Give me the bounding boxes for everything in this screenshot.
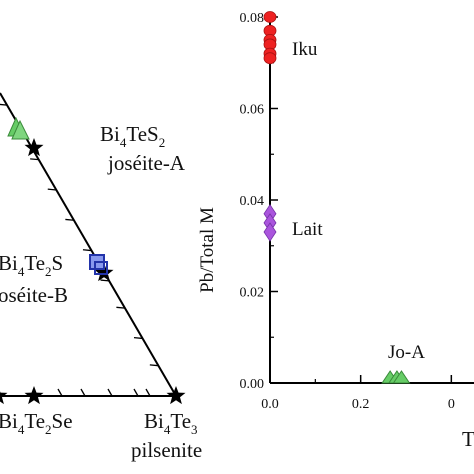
label-pilsenite: pilsenite	[131, 438, 202, 462]
x-tick-label: 0.0	[261, 397, 279, 412]
ternary-tick	[82, 249, 92, 252]
label-joseite-b: oséite-B	[0, 283, 68, 307]
data-point-jo-a	[392, 370, 411, 384]
data-point-iku	[263, 52, 277, 65]
josite-a-green-triangle	[11, 119, 30, 140]
ternary-tick	[80, 388, 86, 397]
x-tick-label: 0.2	[352, 397, 370, 412]
series-label-lait: Lait	[292, 219, 323, 240]
ternary-tick	[65, 218, 74, 221]
x-tick-label: 0	[448, 397, 455, 412]
ternary-tick	[47, 188, 57, 191]
ternary-star-markers	[0, 138, 186, 405]
y-tick-label: 0.00	[240, 377, 265, 392]
y-tick-label: 0.04	[240, 194, 265, 209]
y-tick-label: 0.06	[240, 103, 265, 118]
label-bi4te2se: Bi4Te2Se	[0, 409, 73, 437]
y-axis-ticks: 0.00 0.02 0.04 0.06 0.08	[240, 11, 278, 392]
x-axis-label: T	[462, 427, 474, 451]
ternary-right-edge	[0, 92, 177, 397]
mineral-star	[166, 386, 186, 405]
label-bi4tes2: Bi4TeS2	[100, 122, 165, 150]
ternary-tick	[57, 388, 63, 397]
x-axis-ticks: 0.0 0.2 0	[261, 375, 455, 412]
scatter-plot: Pb/Total M T 0.00 0.02 0.04 0.06 0.08 0.0 0.2…	[197, 11, 474, 451]
mineral-star	[24, 386, 44, 405]
label-bi4te3: Bi4Te3	[144, 409, 198, 437]
ternary-tick	[145, 388, 151, 397]
data-point-iku	[263, 11, 277, 23]
mineral-star	[24, 138, 44, 157]
data-point-lait	[263, 222, 277, 242]
label-bi4te2s: Bi4Te2S	[0, 251, 63, 279]
mineral-star	[0, 391, 8, 405]
ternary-tick	[0, 103, 8, 106]
ternary-tick	[116, 306, 126, 309]
ternary-tick	[30, 158, 39, 161]
data-points	[263, 11, 411, 384]
ternary-tick	[133, 336, 143, 340]
mineral-star	[94, 263, 114, 282]
ternary-tick	[133, 388, 139, 397]
ternary-tick	[100, 279, 110, 282]
series-label-iku: Iku	[292, 39, 318, 60]
ternary-tick	[149, 364, 159, 367]
ternary-diagram: Bi4TeS2 joséite-A Bi4Te2S oséite-B Bi4Te…	[0, 92, 202, 462]
ternary-tick-marks	[0, 103, 159, 397]
ternary-tick	[107, 388, 113, 397]
y-tick-label: 0.02	[240, 286, 265, 301]
joseite-b-blue-square	[94, 261, 108, 275]
y-tick-label: 0.08	[240, 11, 265, 26]
series-label-jo-a: Jo-A	[388, 342, 425, 363]
y-axis-label: Pb/Total M	[197, 207, 218, 293]
label-joseite-a: joséite-A	[107, 151, 186, 175]
